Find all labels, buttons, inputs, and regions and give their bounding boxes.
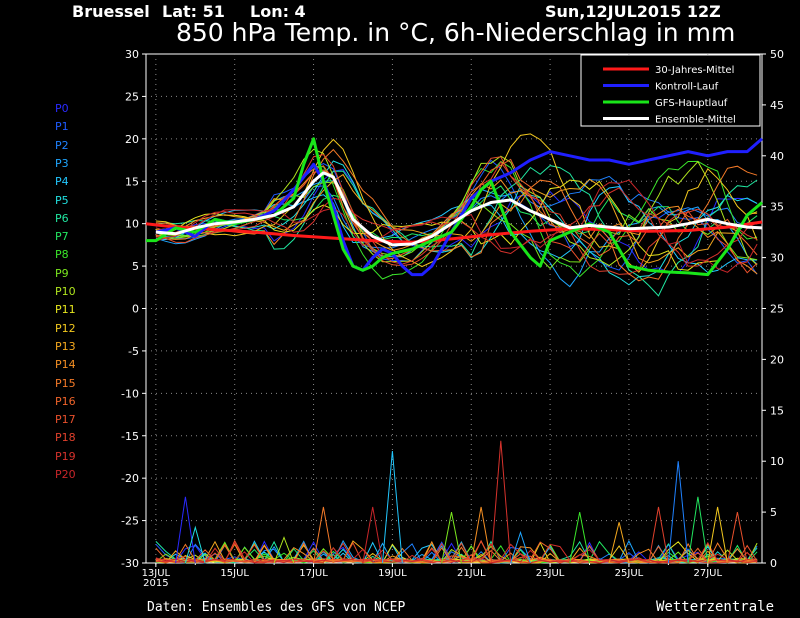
y-left-tick-label: 0: [132, 303, 139, 316]
y-left-tick-label: 30: [125, 48, 139, 61]
y-right-tick-label: 15: [770, 404, 784, 417]
member-label-p16: P16: [55, 394, 76, 408]
member-label-p11: P11: [55, 303, 76, 317]
y-left-tick-label: 5: [132, 260, 139, 273]
precip-peak: [441, 512, 462, 564]
precip-peak: [382, 450, 403, 564]
y-left-tick-label: 25: [125, 90, 139, 103]
y-left-tick-label: -15: [121, 430, 139, 443]
y-left-tick-label: -10: [121, 387, 139, 400]
chart-title: 850 hPa Temp. in °C, 6h-Niederschlag in …: [176, 18, 736, 47]
location-label: Bruessel: [72, 2, 150, 21]
data-source-label: Daten: Ensembles des GFS von NCEP: [147, 600, 406, 615]
series-gfs-hauptlauf: [146, 137, 763, 277]
x-tick-label: 25JUL: [615, 568, 644, 579]
member-line-p0: [155, 168, 758, 274]
y-right-tick-label: 0: [770, 557, 777, 570]
series-ensemble-mittel: [155, 171, 763, 247]
y-left-tick-label: 20: [125, 133, 139, 146]
member-label-p10: P10: [55, 285, 76, 298]
x-tick-label: 23JUL: [536, 568, 565, 579]
precip-peak: [608, 522, 630, 564]
x-tick-label: 21JUL: [457, 568, 486, 579]
member-line-p20: [155, 179, 758, 273]
x-tick-label: 17JUL: [299, 568, 328, 579]
lat-label: Lat: 51: [162, 2, 225, 21]
precip-peak: [707, 506, 728, 564]
member-label-p17: P17: [55, 413, 76, 427]
y-left-tick-label: -20: [121, 472, 139, 485]
y-left-tick-label: -30: [121, 557, 139, 570]
precip-peak: [648, 506, 669, 564]
y-right-tick-label: 35: [770, 201, 784, 214]
precip-peak: [510, 530, 531, 564]
member-label-p9: P9: [55, 266, 69, 280]
y-left-tick-label: -25: [121, 515, 139, 528]
precip-peak: [667, 461, 689, 564]
y-right-tick-label: 40: [770, 150, 784, 163]
y-right-tick-label: 45: [770, 99, 784, 112]
member-label-p8: P8: [55, 248, 69, 262]
x-tick-label: 2015: [143, 578, 168, 589]
x-tick-label: 19JUL: [378, 568, 407, 579]
member-label-p0: P0: [55, 102, 69, 115]
member-label-p15: P15: [55, 376, 76, 390]
lon-label: Lon: 4: [250, 2, 306, 21]
precip-line-p20: [155, 547, 758, 564]
precip-peak: [727, 512, 748, 564]
series-30-jahres-mittel: [145, 220, 763, 244]
brand-label: Wetterzentrale: [656, 599, 775, 615]
member-label-p1: P1: [55, 120, 69, 134]
x-tick-label: 15JUL: [220, 568, 249, 579]
legend-label: Ensemble-Mittel: [655, 115, 736, 126]
y-right-tick-label: 30: [770, 252, 784, 265]
series-kontroll-lauf: [155, 137, 763, 277]
x-tick-label: 13JUL: [142, 568, 171, 579]
precip-line-p16: [155, 540, 758, 564]
legend-box: [580, 54, 761, 127]
member-label-p20: P20: [55, 468, 76, 481]
member-label-p7: P7: [55, 230, 69, 244]
precip-peak: [313, 506, 334, 564]
y-left-tick-label: 10: [125, 218, 139, 231]
y-right-tick-label: 5: [770, 506, 777, 519]
x-tick-label: 27JUL: [694, 568, 723, 579]
y-left-tick-label: 15: [125, 175, 139, 188]
legend-label: Kontroll-Lauf: [655, 82, 719, 93]
precip-peak: [184, 525, 206, 564]
member-label-p18: P18: [55, 431, 76, 445]
member-line-p12: [155, 133, 758, 273]
y-right-tick-label: 50: [770, 48, 784, 61]
plot-frame: [145, 53, 763, 564]
y-right-tick-label: 25: [770, 303, 784, 316]
legend-label: GFS-Hauptlauf: [655, 98, 728, 109]
precip-peak: [490, 440, 512, 564]
run-timestamp: Sun,12JUL2015 12Z: [545, 2, 721, 21]
member-label-p13: P13: [55, 339, 76, 353]
precip-peak: [362, 506, 383, 564]
y-left-tick-label: -5: [128, 345, 139, 358]
member-label-p12: P12: [55, 321, 76, 335]
legend-label: 30-Jahres-Mittel: [655, 65, 734, 76]
member-label-p6: P6: [55, 211, 69, 225]
member-label-p3: P3: [55, 156, 69, 170]
member-label-p4: P4: [55, 175, 69, 189]
precip-peak: [273, 536, 295, 564]
precip-peak: [470, 506, 492, 564]
member-label-p14: P14: [55, 358, 76, 372]
member-label-p19: P19: [55, 449, 76, 463]
member-label-p5: P5: [55, 193, 69, 207]
y-right-tick-label: 10: [770, 455, 784, 468]
member-label-p2: P2: [55, 138, 69, 152]
precip-peak: [687, 496, 709, 564]
y-right-tick-label: 20: [770, 353, 784, 366]
precip-peak: [569, 512, 590, 564]
